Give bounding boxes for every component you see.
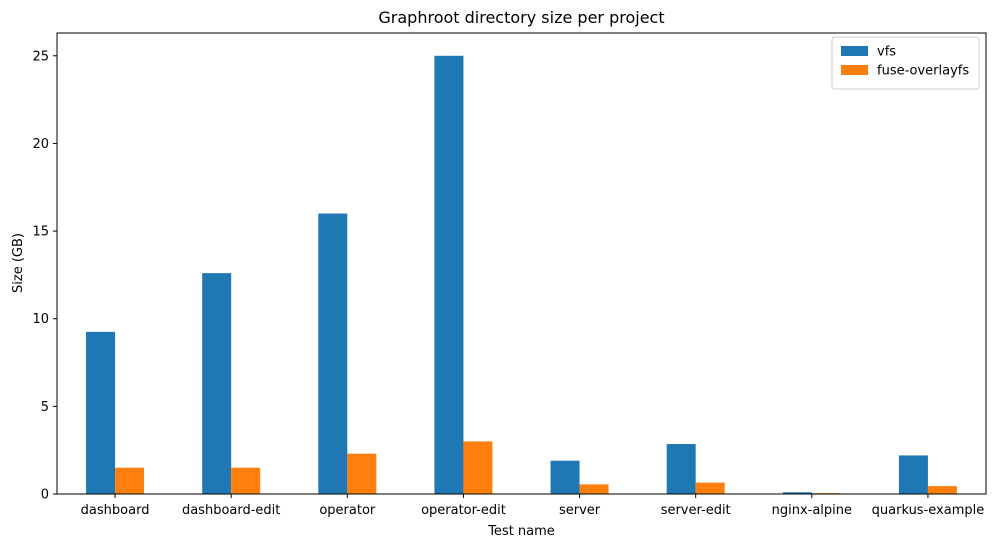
x-axis-label: Test name (487, 524, 555, 539)
y-axis: 0 5 10 15 20 25 (32, 49, 57, 503)
x-axis: dashboard dashboard-edit operator operator-… (81, 494, 985, 518)
bar-fuse-overlayfs-quarkus-example (927, 486, 957, 494)
x-tick-label-operator: operator (319, 503, 376, 518)
bar-vfs-nginx-alpine (782, 492, 812, 494)
legend-label-vfs: vfs (877, 45, 896, 60)
bar-vfs-quarkus-example (898, 455, 928, 494)
bar-fuse-overlayfs-server (579, 484, 609, 494)
bar-vfs-dashboard-edit (202, 273, 232, 494)
y-tick-label-0: 0 (41, 488, 49, 503)
x-tick-label-operator-edit: operator-edit (421, 503, 506, 518)
x-tick-label-dashboard-edit: dashboard-edit (182, 503, 280, 518)
y-tick-label-25: 25 (32, 49, 49, 64)
bar-vfs-server-edit (666, 444, 696, 494)
axes-group (56, 32, 987, 495)
legend-frame (831, 36, 980, 90)
bar-fuse-overlayfs-operator-edit (463, 441, 493, 494)
bar-vfs-operator-edit (434, 55, 464, 494)
legend-swatch-fuse-overlayfs (841, 65, 868, 75)
x-tick-label-quarkus-example: quarkus-example (872, 503, 985, 518)
bar-vfs-operator (318, 213, 348, 494)
bar-vfs-server (550, 460, 580, 494)
bar-fuse-overlayfs-operator (347, 453, 377, 494)
bar-fuse-overlayfs-server-edit (695, 482, 725, 494)
y-axis-label: Size (GB) (11, 233, 26, 293)
y-tick-label-5: 5 (41, 400, 49, 415)
x-tick-label-server: server (559, 503, 601, 518)
legend-swatch-vfs (841, 46, 868, 56)
x-tick-label-dashboard: dashboard (81, 503, 150, 518)
bar-fuse-overlayfs-dashboard (115, 467, 145, 494)
y-tick-label-10: 10 (32, 312, 49, 327)
bars-group (86, 55, 957, 494)
legend-label-fuse-overlayfs: fuse-overlayfs (877, 64, 969, 79)
bar-fuse-overlayfs-dashboard-edit (231, 467, 261, 494)
x-tick-label-server-edit: server-edit (661, 503, 731, 518)
y-tick-label-15: 15 (32, 225, 49, 240)
x-tick-label-nginx-alpine: nginx-alpine (772, 503, 852, 518)
plot-frame (56, 32, 987, 495)
chart-title: Graphroot directory size per project (378, 8, 664, 27)
legend: vfs fuse-overlayfs (831, 36, 980, 90)
y-tick-label-20: 20 (32, 137, 49, 152)
bar-vfs-dashboard (86, 331, 116, 494)
